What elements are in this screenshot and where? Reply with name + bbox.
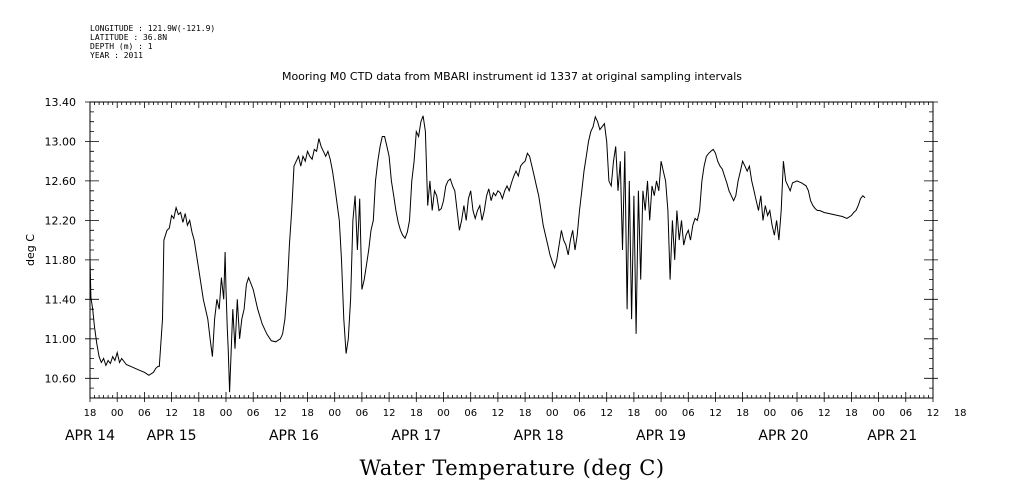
x-tick-label: 00 bbox=[220, 408, 233, 419]
x-tick-label: 06 bbox=[464, 408, 477, 419]
x-tick-label: 12 bbox=[383, 408, 396, 419]
x-tick-label: 18 bbox=[410, 408, 423, 419]
x-axis-ticks bbox=[89, 102, 934, 402]
x-day-label: APR 15 bbox=[147, 428, 197, 444]
y-tick-label: 12.20 bbox=[45, 214, 77, 227]
x-day-label: APR 19 bbox=[636, 428, 686, 444]
x-tick-label: 18 bbox=[84, 408, 97, 419]
y-axis-ticks bbox=[85, 101, 938, 399]
x-tick-label: 12 bbox=[165, 408, 178, 419]
meta-year: YEAR : 2011 bbox=[90, 51, 143, 60]
meta-latitude: LATITUDE : 36.8N bbox=[90, 33, 167, 42]
x-tick-label: 06 bbox=[573, 408, 586, 419]
x-tick-label: 12 bbox=[927, 408, 940, 419]
x-day-label: APR 18 bbox=[514, 428, 564, 444]
x-tick-label: 06 bbox=[356, 408, 369, 419]
x-day-label: APR 21 bbox=[867, 428, 917, 444]
x-tick-label: 12 bbox=[492, 408, 505, 419]
y-tick-label: 12.60 bbox=[45, 175, 77, 188]
x-tick-label: 18 bbox=[736, 408, 749, 419]
meta-depth: DEPTH (m) : 1 bbox=[90, 42, 153, 51]
x-tick-label: 06 bbox=[791, 408, 804, 419]
x-day-label: APR 14 bbox=[65, 428, 115, 444]
x-tick-label: 12 bbox=[818, 408, 831, 419]
x-tick-label: 12 bbox=[274, 408, 287, 419]
y-tick-label: 11.00 bbox=[45, 333, 77, 346]
x-tick-label: 18 bbox=[301, 408, 314, 419]
series-line bbox=[89, 115, 866, 393]
y-tick-label: 13.40 bbox=[45, 96, 77, 109]
x-tick-label: 18 bbox=[954, 408, 967, 419]
y-tick-label: 11.40 bbox=[45, 293, 77, 306]
x-tick-label: 12 bbox=[709, 408, 722, 419]
x-day-label: APR 16 bbox=[269, 428, 319, 444]
chart-title: Mooring M0 CTD data from MBARI instrumen… bbox=[282, 70, 742, 83]
y-tick-label: 11.80 bbox=[45, 254, 77, 267]
x-tick-label: 12 bbox=[600, 408, 613, 419]
x-day-label: APR 17 bbox=[391, 428, 441, 444]
x-tick-label: 06 bbox=[899, 408, 912, 419]
x-tick-label: 00 bbox=[437, 408, 450, 419]
x-tick-label: 06 bbox=[682, 408, 695, 419]
x-tick-label: 00 bbox=[328, 408, 341, 419]
x-tick-label: 06 bbox=[138, 408, 151, 419]
x-tick-label: 18 bbox=[628, 408, 641, 419]
x-tick-label: 00 bbox=[872, 408, 885, 419]
x-tick-label: 18 bbox=[519, 408, 532, 419]
plot-frame bbox=[89, 101, 934, 399]
x-tick-label: 00 bbox=[546, 408, 559, 419]
y-tick-label: 13.00 bbox=[45, 135, 77, 148]
x-tick-label: 00 bbox=[655, 408, 668, 419]
y-tick-label: 10.60 bbox=[45, 372, 77, 385]
x-tick-label: 00 bbox=[763, 408, 776, 419]
x-tick-label: 18 bbox=[845, 408, 858, 419]
x-tick-label: 18 bbox=[192, 408, 205, 419]
meta-longitude: LONGITUDE : 121.9W(-121.9) bbox=[90, 24, 215, 33]
y-axis-label: deg C bbox=[24, 234, 37, 266]
x-tick-label: 06 bbox=[247, 408, 260, 419]
x-axis-label: Water Temperature (deg C) bbox=[359, 456, 664, 480]
x-day-label: APR 20 bbox=[758, 428, 808, 444]
plot-area: 10.60 11.00 11.40 11.80 12.20 12.60 13.00 13.40… bbox=[45, 96, 967, 444]
x-tick-label: 00 bbox=[111, 408, 124, 419]
